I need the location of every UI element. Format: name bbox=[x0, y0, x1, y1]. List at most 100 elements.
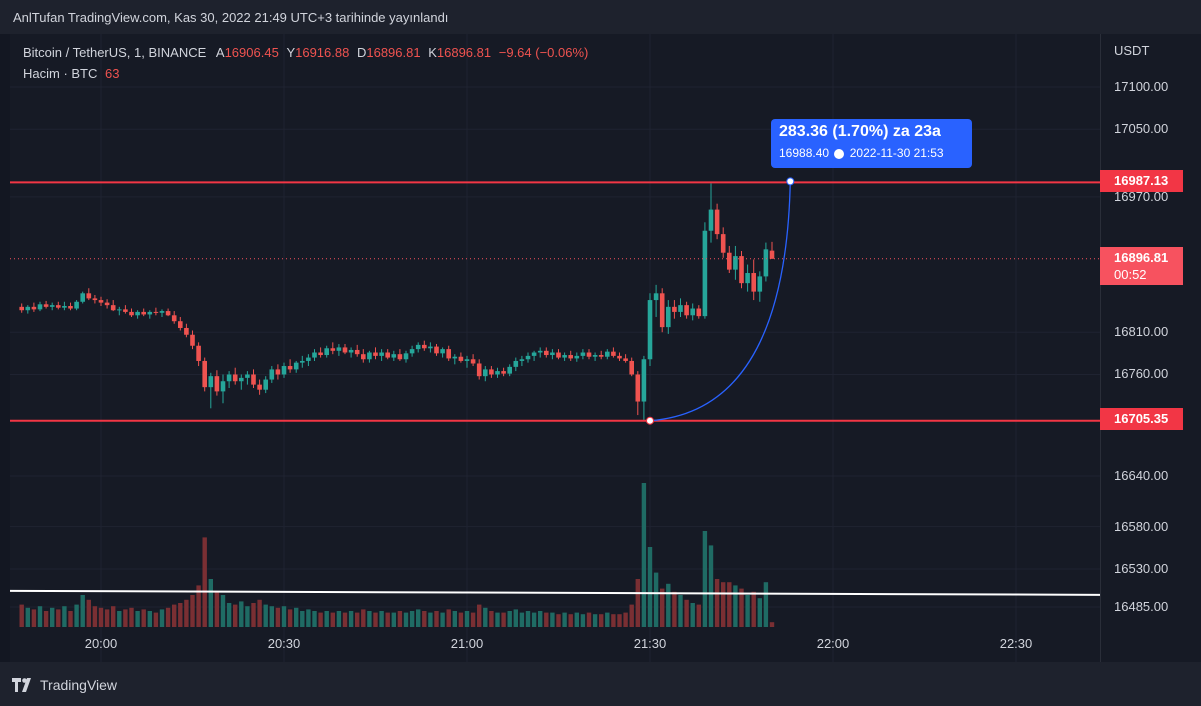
candle bbox=[110, 300, 116, 312]
candle bbox=[281, 362, 287, 378]
candle bbox=[562, 352, 567, 361]
volume-bar bbox=[562, 612, 567, 627]
volume-bar bbox=[690, 603, 695, 627]
candle bbox=[361, 349, 366, 363]
time-tick: 21:30 bbox=[633, 636, 667, 651]
change-value: −9.64 (−0.06%) bbox=[498, 45, 589, 60]
candle bbox=[666, 300, 671, 334]
volume-bar bbox=[117, 611, 122, 627]
volume-bar bbox=[519, 612, 525, 627]
price-axis[interactable] bbox=[1100, 34, 1201, 662]
candle-body bbox=[757, 276, 763, 292]
time-axis[interactable] bbox=[10, 628, 1100, 662]
candle-body bbox=[525, 355, 531, 360]
candle bbox=[226, 371, 232, 389]
symbol-name[interactable]: Bitcoin / TetherUS, 1, BINANCE bbox=[23, 45, 207, 60]
candle-body bbox=[300, 360, 305, 363]
candle bbox=[123, 305, 128, 314]
candle-body bbox=[739, 256, 744, 284]
volume-bar bbox=[287, 609, 293, 627]
time-tick: 21:00 bbox=[450, 636, 484, 651]
volume-bar bbox=[531, 612, 537, 627]
candle bbox=[714, 203, 720, 240]
candle bbox=[287, 359, 293, 373]
volume-bar bbox=[37, 606, 43, 627]
volume-bar bbox=[202, 537, 207, 627]
candle-body bbox=[226, 374, 232, 382]
close-value: 16896.81 bbox=[436, 45, 492, 60]
tradingview-brand-text: TradingView bbox=[40, 677, 118, 693]
candle bbox=[458, 352, 464, 363]
candle-body bbox=[562, 355, 567, 358]
candle bbox=[196, 342, 201, 367]
published-by-text: AnlTufan TradingView.com, Kas 30, 2022 2… bbox=[13, 10, 449, 25]
volume-bar bbox=[220, 595, 226, 627]
candle-body bbox=[409, 349, 415, 354]
tradingview-logo[interactable]: TradingView bbox=[12, 677, 117, 693]
price-chart[interactable] bbox=[10, 34, 1100, 662]
candle bbox=[348, 347, 354, 358]
candle bbox=[611, 347, 616, 358]
candle-body bbox=[415, 344, 421, 350]
candle bbox=[165, 308, 171, 317]
candle bbox=[373, 347, 378, 360]
axis-currency-label[interactable]: USDT bbox=[1114, 43, 1150, 58]
candle-body bbox=[129, 311, 134, 316]
candle bbox=[757, 271, 763, 302]
candle-body bbox=[62, 305, 67, 308]
volume-bar bbox=[580, 614, 586, 627]
candle-body bbox=[483, 369, 488, 377]
volume-bar bbox=[763, 582, 769, 627]
candle-body bbox=[361, 354, 366, 360]
volume-bar bbox=[196, 585, 201, 627]
candle-body bbox=[306, 357, 311, 361]
candle bbox=[397, 349, 403, 361]
volume-bar bbox=[62, 606, 67, 627]
candle-body bbox=[659, 293, 665, 328]
candle bbox=[739, 251, 744, 289]
candle-body bbox=[598, 355, 604, 357]
candle-body bbox=[251, 374, 256, 385]
volume-bar bbox=[422, 611, 427, 627]
candle bbox=[269, 366, 275, 383]
volume-bar bbox=[159, 609, 165, 627]
volume-bar bbox=[452, 611, 457, 627]
candle bbox=[519, 355, 525, 367]
candle bbox=[470, 354, 476, 367]
candle bbox=[513, 357, 519, 372]
volume-bar bbox=[31, 609, 37, 627]
candle bbox=[403, 350, 409, 363]
candle-body bbox=[86, 293, 92, 299]
volume-bar bbox=[684, 599, 689, 627]
volume-bar bbox=[446, 609, 451, 627]
candle-body bbox=[537, 350, 543, 353]
volume-bar bbox=[666, 583, 671, 627]
volume-bar bbox=[733, 585, 738, 627]
candle bbox=[37, 301, 43, 312]
candle-body bbox=[196, 345, 201, 361]
volume-bar bbox=[702, 531, 708, 627]
symbol-legend: Bitcoin / TetherUS, 1, BINANCE A16906.45… bbox=[23, 45, 588, 60]
candle-body bbox=[531, 352, 537, 356]
candle-body bbox=[135, 311, 140, 316]
price-tick: 16810.00 bbox=[1114, 324, 1169, 340]
volume-label[interactable]: Hacim · BTC bbox=[23, 66, 98, 81]
candle bbox=[251, 369, 256, 389]
candle-body bbox=[147, 311, 153, 315]
candle-body bbox=[336, 347, 342, 351]
volume-bar bbox=[544, 612, 549, 627]
candle-body bbox=[43, 304, 49, 307]
price-tick: 16970.00 bbox=[1114, 188, 1169, 204]
volume-bar bbox=[312, 611, 317, 627]
price-tag-upper-level: 16987.13 bbox=[1100, 170, 1183, 192]
candle-body bbox=[123, 309, 128, 312]
volume-bar bbox=[397, 611, 403, 627]
candle bbox=[202, 357, 207, 392]
volume-bar bbox=[269, 606, 274, 627]
volume-legend: Hacim · BTC 63 bbox=[23, 66, 119, 81]
candle bbox=[446, 345, 451, 361]
candle bbox=[659, 288, 665, 333]
candle bbox=[489, 366, 494, 378]
volume-bar bbox=[483, 607, 488, 627]
candle-body bbox=[422, 344, 427, 349]
